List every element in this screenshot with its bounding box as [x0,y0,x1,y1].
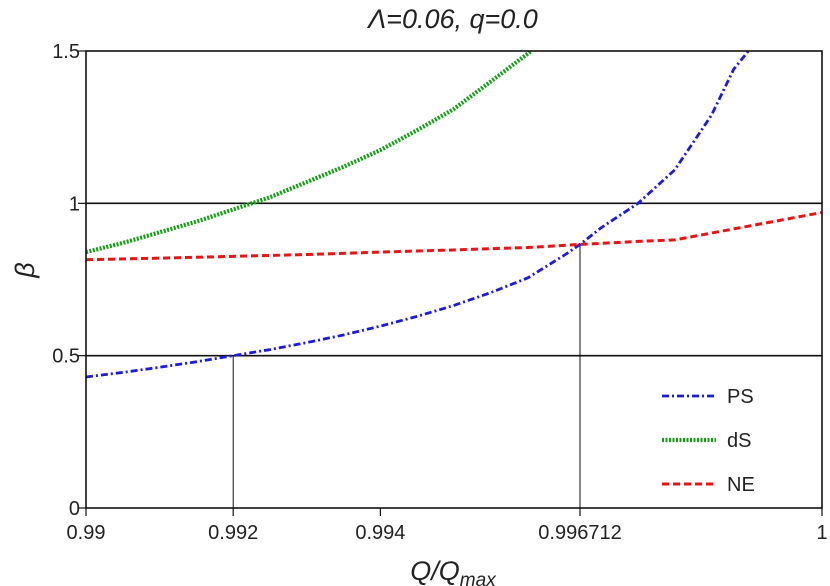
plot-frame [85,50,823,509]
plot-area [86,202,822,508]
axes: 0.99 0.992 0.994 0.996712 1 0 0.5 1 1.5 [52,41,827,544]
y-tick-label: 1 [69,193,80,215]
x-tick-label: 0.996712 [538,522,621,544]
x-axis-label-main: Q/Q [410,556,460,586]
y-axis-label: β [10,262,40,278]
x-axis-label-subscript: max [460,570,497,586]
legend-label-ps: PS [727,386,754,408]
chart-title: Λ=0.06, q=0.0 [366,4,538,34]
x-axis-label: Q/Qmax [410,556,497,586]
legend-label-ne: NE [727,474,755,496]
series-line-ds [86,51,533,255]
y-tick-label: 0.5 [52,346,80,368]
legend-label-ds: dS [727,430,751,452]
y-tick-label: 0 [69,498,80,520]
series-line-ps [86,51,750,379]
x-tick-label: 0.994 [355,522,405,544]
x-tick-label: 1 [816,522,827,544]
legend: PS dS NE [662,386,755,496]
series-group [86,51,822,379]
series-line-ne [86,210,822,262]
x-tick-label: 0.992 [208,522,258,544]
x-tick-label: 0.99 [67,522,106,544]
y-tick-label: 1.5 [52,41,80,63]
